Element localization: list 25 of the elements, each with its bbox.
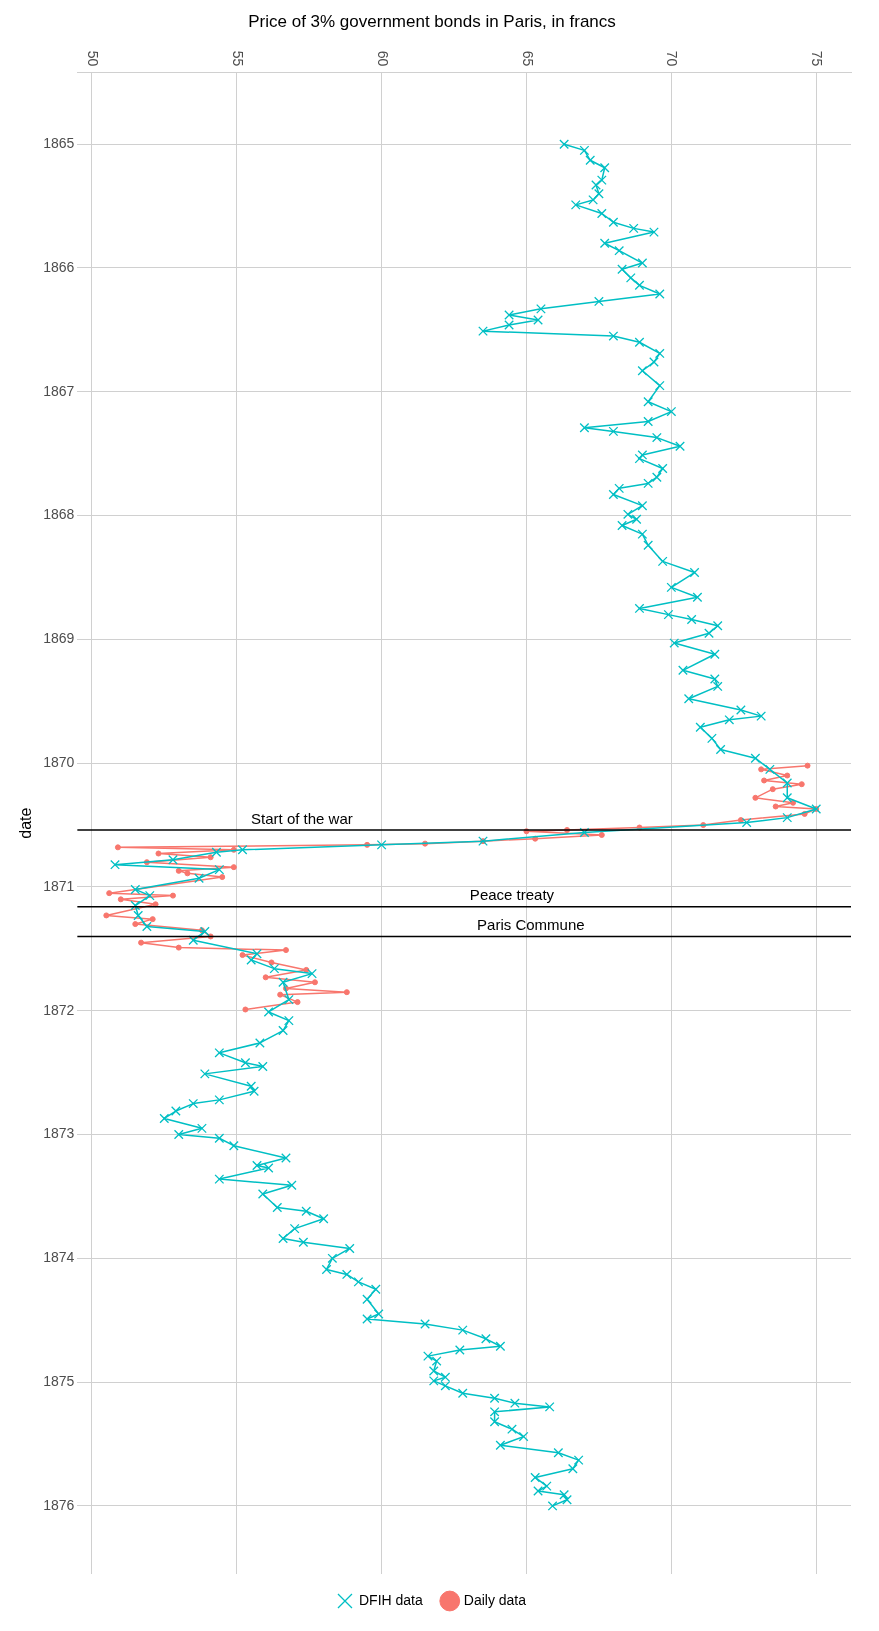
legend-label: DFIH data xyxy=(358,1591,423,1608)
x-tick-label: 70 xyxy=(664,50,681,67)
x-tick-label: 60 xyxy=(374,50,391,67)
legend-label: Daily data xyxy=(463,1591,527,1608)
x-tick-label: 55 xyxy=(229,50,246,67)
y-tick-label: 1872 xyxy=(43,1001,75,1018)
y-tick-label: 1874 xyxy=(43,1249,75,1266)
y-tick-label: 1871 xyxy=(43,877,75,894)
y-tick-label: 1870 xyxy=(43,754,75,771)
x-tick-label: 50 xyxy=(84,50,101,67)
y-tick-label: 1873 xyxy=(43,1125,75,1142)
x-tick-label: 65 xyxy=(519,50,536,67)
y-tick-label: 1876 xyxy=(43,1496,75,1513)
y-axis-title: date xyxy=(17,807,35,839)
y-tick-label: 1866 xyxy=(43,258,75,275)
x-tick-label: 75 xyxy=(809,50,826,67)
ref-line-label: Peace treaty xyxy=(469,886,555,904)
y-tick-label: 1865 xyxy=(43,135,75,152)
y-tick-label: 1867 xyxy=(43,382,75,399)
chart-title: Price of 3% government bonds in Paris, in francs xyxy=(248,11,616,31)
ref-line-label: Start of the war xyxy=(251,809,353,827)
y-tick-label: 1868 xyxy=(43,506,75,523)
y-tick-label: 1875 xyxy=(43,1372,75,1389)
ref-line-label: Paris Commune xyxy=(477,916,585,934)
y-tick-label: 1869 xyxy=(43,630,75,647)
